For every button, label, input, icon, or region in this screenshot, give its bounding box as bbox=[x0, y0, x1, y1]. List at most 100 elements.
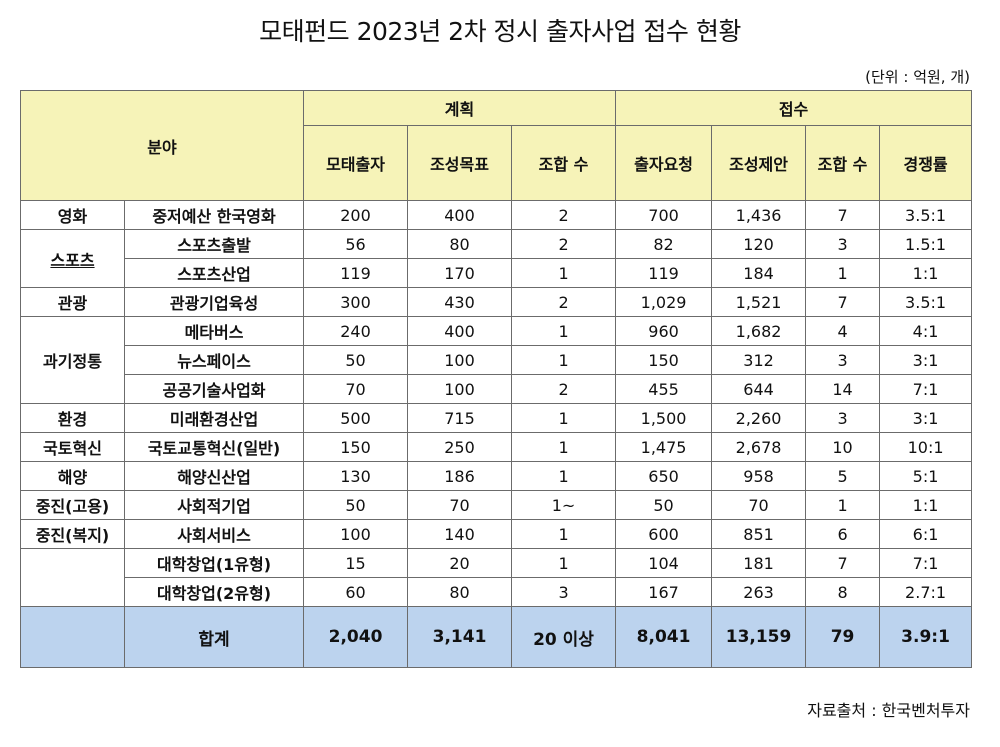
page-title: 모태펀드 2023년 2차 정시 출자사업 접수 현황 bbox=[259, 17, 741, 46]
cell: 200 bbox=[303, 200, 409, 230]
cell: 1,475 bbox=[615, 432, 713, 462]
cell: 2 bbox=[511, 287, 617, 317]
row-subfield: 국토교통혁신(일반) bbox=[123, 432, 305, 462]
cell: 4:1 bbox=[879, 316, 973, 346]
cell: 150 bbox=[615, 345, 713, 375]
cell: 1 bbox=[511, 316, 617, 346]
cell: 56 bbox=[303, 229, 409, 259]
cell: 700 bbox=[615, 200, 713, 230]
cell: 1 bbox=[511, 258, 617, 288]
col-header: 조합 수 bbox=[511, 125, 617, 201]
cell: 960 bbox=[615, 316, 713, 346]
cell: 3:1 bbox=[879, 345, 973, 375]
cell: 100 bbox=[407, 374, 513, 404]
cell: 60 bbox=[303, 577, 409, 607]
total-cell: 2,040 bbox=[303, 606, 409, 668]
col-header: 경쟁률 bbox=[879, 125, 973, 201]
cell: 5:1 bbox=[879, 461, 973, 491]
cell: 184 bbox=[711, 258, 807, 288]
cell: 82 bbox=[615, 229, 713, 259]
cell: 1,521 bbox=[711, 287, 807, 317]
row-subfield: 대학창업(2유형) bbox=[123, 577, 305, 607]
cell: 10:1 bbox=[879, 432, 973, 462]
cell: 1,029 bbox=[615, 287, 713, 317]
total-label: 합계 bbox=[123, 606, 305, 668]
cell: 715 bbox=[407, 403, 513, 433]
cell: 167 bbox=[615, 577, 713, 607]
cell: 3 bbox=[805, 229, 881, 259]
row-subfield: 해양신산업 bbox=[123, 461, 305, 491]
table-row: 뉴스페이스 50 100 1 150 312 3 3:1 bbox=[21, 345, 973, 375]
source-note: 자료출처 : 한국벤처투자 bbox=[807, 701, 970, 720]
table-row: 공공기술사업화 70 100 2 455 644 14 7:1 bbox=[21, 374, 973, 404]
row-category: 영화 bbox=[20, 200, 125, 230]
cell: 70 bbox=[303, 374, 409, 404]
total-cell: 3.9:1 bbox=[879, 606, 973, 668]
cell: 100 bbox=[303, 519, 409, 549]
cell: 1,500 bbox=[615, 403, 713, 433]
cell: 851 bbox=[711, 519, 807, 549]
cell: 2.7:1 bbox=[879, 577, 973, 607]
row-category: 국토혁신 bbox=[20, 432, 125, 462]
total-row: 합계 2,040 3,141 20 이상 8,041 13,159 79 3.9… bbox=[20, 606, 973, 668]
cell: 119 bbox=[303, 258, 409, 288]
total-cell: 20 이상 bbox=[511, 606, 617, 668]
table-row: 영화 중저예산 한국영화 200 400 2 700 1,436 7 3.5:1 bbox=[20, 200, 973, 230]
cell: 6:1 bbox=[879, 519, 973, 549]
cell: 263 bbox=[711, 577, 807, 607]
row-category-label: 스포츠 bbox=[50, 250, 95, 270]
header-receipt: 접수 bbox=[615, 90, 973, 126]
col-header: 조성목표 bbox=[407, 125, 513, 201]
col-header: 모태출자 bbox=[303, 125, 409, 201]
cell: 3.5:1 bbox=[879, 200, 973, 230]
cell: 400 bbox=[407, 316, 513, 346]
cell: 80 bbox=[407, 577, 513, 607]
cell: 2 bbox=[511, 374, 617, 404]
cell: 3.5:1 bbox=[879, 287, 973, 317]
cell: 8 bbox=[805, 577, 881, 607]
cell: 240 bbox=[303, 316, 409, 346]
cell: 1,436 bbox=[711, 200, 807, 230]
total-cell: 3,141 bbox=[407, 606, 513, 668]
header-plan: 계획 bbox=[303, 90, 617, 126]
cell: 3 bbox=[805, 345, 881, 375]
cell: 250 bbox=[407, 432, 513, 462]
cell: 2,260 bbox=[711, 403, 807, 433]
table-row: 해양 해양신산업 130 186 1 650 958 5 5:1 bbox=[20, 461, 973, 491]
cell: 455 bbox=[615, 374, 713, 404]
cell: 1,682 bbox=[711, 316, 807, 346]
table-row: 대학창업(2유형) 60 80 3 167 263 8 2.7:1 bbox=[21, 577, 973, 607]
cell: 70 bbox=[407, 490, 513, 520]
row-category: 중진(복지) bbox=[20, 519, 125, 549]
col-header: 조성제안 bbox=[711, 125, 807, 201]
cell: 3:1 bbox=[879, 403, 973, 433]
row-category: 중진(고용) bbox=[20, 490, 125, 520]
row-subfield: 스포츠출발 bbox=[123, 229, 305, 259]
table-row: 스포츠산업 119 170 1 119 184 1 1:1 bbox=[21, 258, 973, 288]
cell: 1~ bbox=[511, 490, 617, 520]
cell: 7:1 bbox=[879, 374, 973, 404]
row-subfield: 관광기업육성 bbox=[123, 287, 305, 317]
table-row: 중진(고용) 사회적기업 50 70 1~ 50 70 1 1:1 bbox=[20, 490, 973, 520]
row-subfield: 공공기술사업화 bbox=[123, 374, 305, 404]
cell: 119 bbox=[615, 258, 713, 288]
cell: 300 bbox=[303, 287, 409, 317]
cell: 500 bbox=[303, 403, 409, 433]
cell: 4 bbox=[805, 316, 881, 346]
cell: 958 bbox=[711, 461, 807, 491]
cell: 7 bbox=[805, 200, 881, 230]
cell: 3 bbox=[511, 577, 617, 607]
cell: 3 bbox=[805, 403, 881, 433]
cell: 100 bbox=[407, 345, 513, 375]
cell: 7 bbox=[805, 287, 881, 317]
cell: 130 bbox=[303, 461, 409, 491]
cell: 20 bbox=[407, 548, 513, 578]
cell: 6 bbox=[805, 519, 881, 549]
cell: 1 bbox=[511, 461, 617, 491]
cell: 7:1 bbox=[879, 548, 973, 578]
row-category-empty bbox=[20, 548, 125, 607]
row-category: 스포츠 bbox=[20, 229, 125, 288]
cell: 15 bbox=[303, 548, 409, 578]
cell: 181 bbox=[711, 548, 807, 578]
total-cell: 79 bbox=[805, 606, 881, 668]
